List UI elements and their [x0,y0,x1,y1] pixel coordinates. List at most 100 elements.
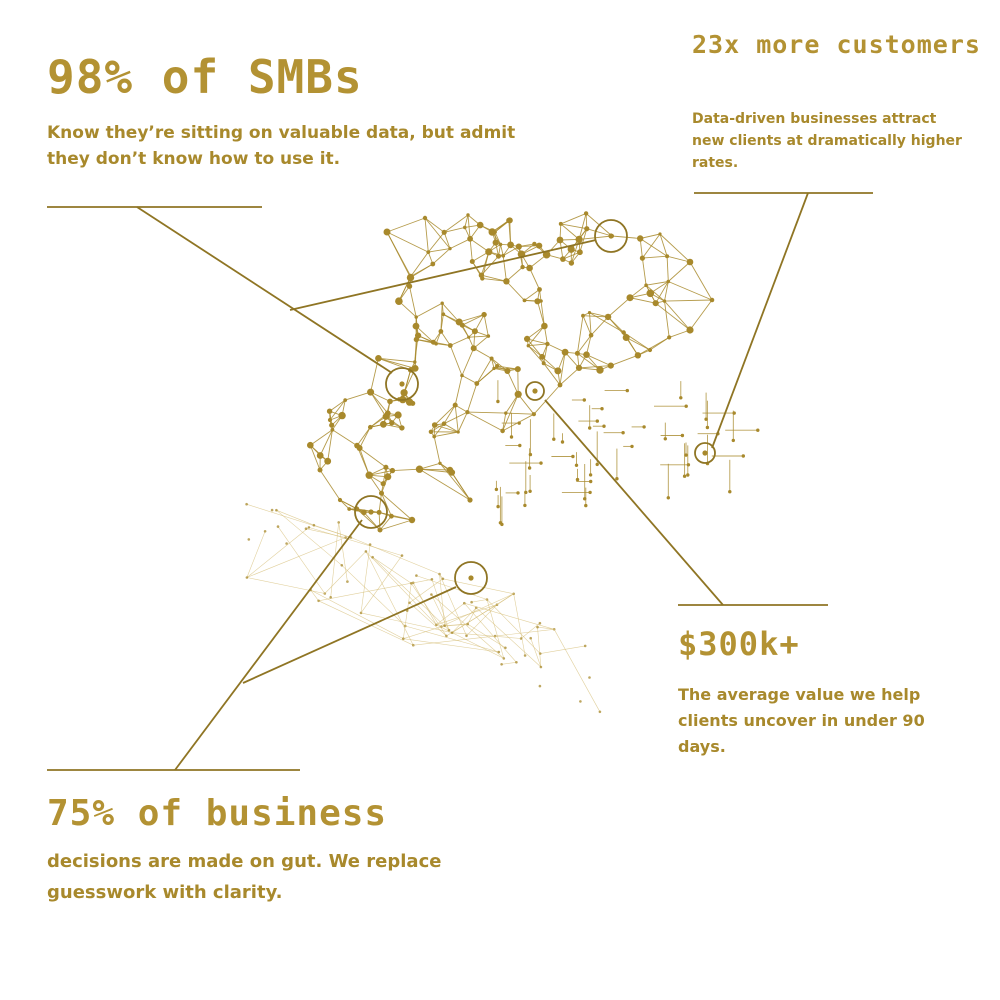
network-edge [415,325,434,343]
faint-node [276,525,280,528]
network-node [413,336,420,343]
network-edge [589,312,624,333]
network-edge [517,394,535,415]
circuit-pad [602,424,606,428]
faint-edge [553,629,601,712]
network-node [622,334,630,341]
stat-smbs-headline: 98% of SMBs [47,50,363,104]
network-node [415,465,424,473]
network-node [558,221,563,226]
network-edge [440,303,443,332]
faint-edge [403,638,499,653]
network-node [466,213,470,217]
network-edge [310,429,333,446]
network-node [316,452,324,459]
network-edge [560,223,587,230]
network-edge [625,337,639,356]
network-edge [646,281,669,286]
network-node [515,243,522,250]
faint-node [497,650,501,654]
network-edge [459,314,485,323]
network-node [430,261,436,267]
network-node [460,373,464,378]
faint-edge [444,623,468,626]
network-node [652,300,659,307]
network-edge [659,233,691,263]
network-edge [327,429,333,462]
network-node [541,322,548,330]
circuit-pad [704,417,708,421]
faint-edge [360,555,403,614]
network-edge [443,411,468,425]
network-edge [356,426,371,446]
faint-edge [246,537,346,578]
network-edge [379,519,413,531]
network-node [448,246,452,251]
network-edge [419,468,471,501]
network-edge [428,248,451,253]
stat-smbs-description: Know they’re sitting on valuable data, b… [47,123,516,169]
network-edge [332,429,358,446]
callout-ring [454,561,488,595]
network-node [380,420,387,428]
network-edge [527,345,545,364]
leader-line [289,239,597,311]
network-node [326,408,333,414]
network-node [686,326,694,334]
network-node [492,239,499,246]
network-node [495,364,500,369]
network-node [452,402,458,408]
network-edge [582,315,592,336]
faint-edge [360,544,371,613]
network-node [607,362,614,369]
network-edge [668,281,713,301]
faint-edge [413,635,496,646]
network-edge [369,470,393,476]
network-edge [666,255,691,263]
faint-edge [513,593,526,656]
faint-edge [452,632,522,639]
network-node [506,217,513,224]
faint-node [579,700,582,703]
network-edge [469,238,490,253]
network-node [327,417,333,423]
circuit-pad [595,462,599,467]
faint-edge [313,524,351,538]
network-node [541,361,546,366]
network-node [329,422,335,428]
network-node [383,464,389,470]
network-edge [434,424,459,433]
network-edge [586,228,613,237]
network-edge [370,391,387,417]
network-edge [640,233,661,239]
stat-customers-headline: 23x more customers [692,30,981,59]
network-edge [339,499,365,513]
network-edge [378,357,415,363]
callout-anchor [702,450,708,456]
network-node [471,328,478,335]
network-edge [464,214,469,228]
faint-edge [305,528,346,538]
network-node [317,467,323,473]
network-edge [319,469,341,501]
network-edge [642,255,668,259]
network-edge [378,512,381,531]
callout-leader-lines [47,192,873,771]
network-edge [359,447,387,468]
network-node [554,367,562,375]
network-node [492,366,496,371]
network-edge [424,217,451,249]
faint-edge [467,607,477,625]
faint-node [263,530,267,533]
network-node [412,322,420,330]
callout-ring [694,442,716,464]
faint-node [536,625,539,629]
circuit-pad [539,461,543,465]
network-node [575,235,583,243]
circuit-pad [575,477,580,482]
network-edge [462,314,485,326]
faint-node [247,538,251,541]
network-edge [473,347,492,359]
network-edge [430,423,445,433]
network-edge [329,399,346,412]
